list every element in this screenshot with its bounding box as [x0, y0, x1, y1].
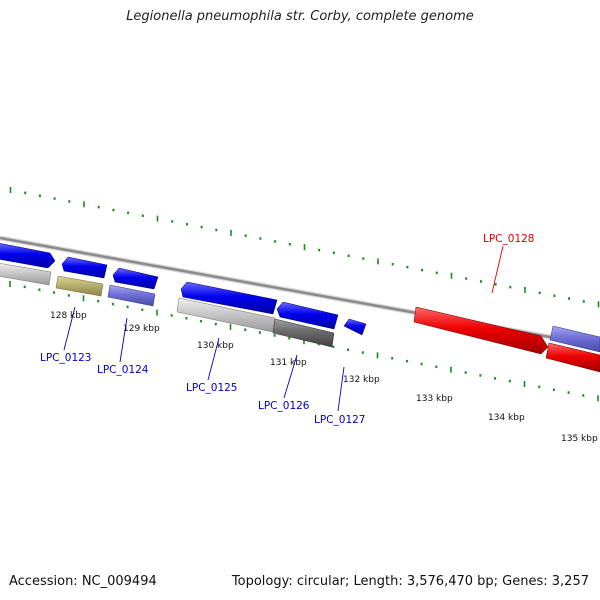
scale-label: 129 kbp: [123, 324, 160, 334]
gene-reverse-lpc0125[interactable]: [180, 281, 278, 315]
accession-text: Accession: NC_009494: [9, 574, 157, 589]
scale-label: 131 kbp: [270, 358, 307, 368]
gene-label-lpc0124[interactable]: LPC_0124: [97, 364, 149, 376]
gene-label-lpc0127[interactable]: LPC_0127: [314, 414, 366, 426]
gene-labels: LPC_0123 LPC_0124 LPC_0125 LPC_0126 LPC_…: [40, 233, 535, 426]
gene-forward-lpc0122[interactable]: [0, 243, 56, 269]
gene-reverse-lpc0126[interactable]: [276, 301, 339, 330]
scale-label: 128 kbp: [50, 311, 87, 321]
gene-feature-olive[interactable]: [55, 275, 104, 297]
scale-label: 132 kbp: [343, 375, 380, 385]
label-leader-lines: [63, 245, 504, 412]
gene-reverse-lpc0124[interactable]: [112, 267, 159, 290]
gene-label-lpc0126[interactable]: LPC_0126: [258, 400, 310, 412]
gene-feature-purple[interactable]: [107, 284, 156, 307]
gene-forward-lpc0129[interactable]: [549, 325, 600, 353]
gene-feature-dark-grey[interactable]: [272, 318, 335, 348]
scale-label: 130 kbp: [197, 341, 234, 351]
gene-reverse-lpc0123[interactable]: [61, 256, 108, 279]
scale-label: 133 kbp: [416, 394, 453, 404]
scale-ticks-lower: [9, 281, 599, 402]
gene-label-lpc0123[interactable]: LPC_0123: [40, 352, 92, 364]
scale-label: 135 kbp: [561, 434, 598, 444]
gene-label-lpc0128[interactable]: LPC_0128: [483, 233, 535, 245]
gene-forward-lpc0128[interactable]: [413, 306, 549, 355]
gene-forward-lpc0130[interactable]: [545, 342, 600, 373]
scale-labels: 128 kbp 129 kbp 130 kbp 131 kbp 132 kbp …: [50, 311, 598, 444]
map-title: Legionella pneumophila str. Corby, compl…: [126, 9, 474, 24]
scale-label: 134 kbp: [488, 413, 525, 423]
gene-reverse-lpc0127[interactable]: [343, 318, 367, 336]
scale-ticks-upper: [9, 187, 600, 308]
gene-feature-grey-left[interactable]: [0, 263, 52, 286]
genome-summary-text: Topology: circular; Length: 3,576,470 bp…: [231, 574, 589, 589]
gene-label-lpc0125[interactable]: LPC_0125: [186, 382, 238, 394]
gene-features: [0, 243, 600, 373]
